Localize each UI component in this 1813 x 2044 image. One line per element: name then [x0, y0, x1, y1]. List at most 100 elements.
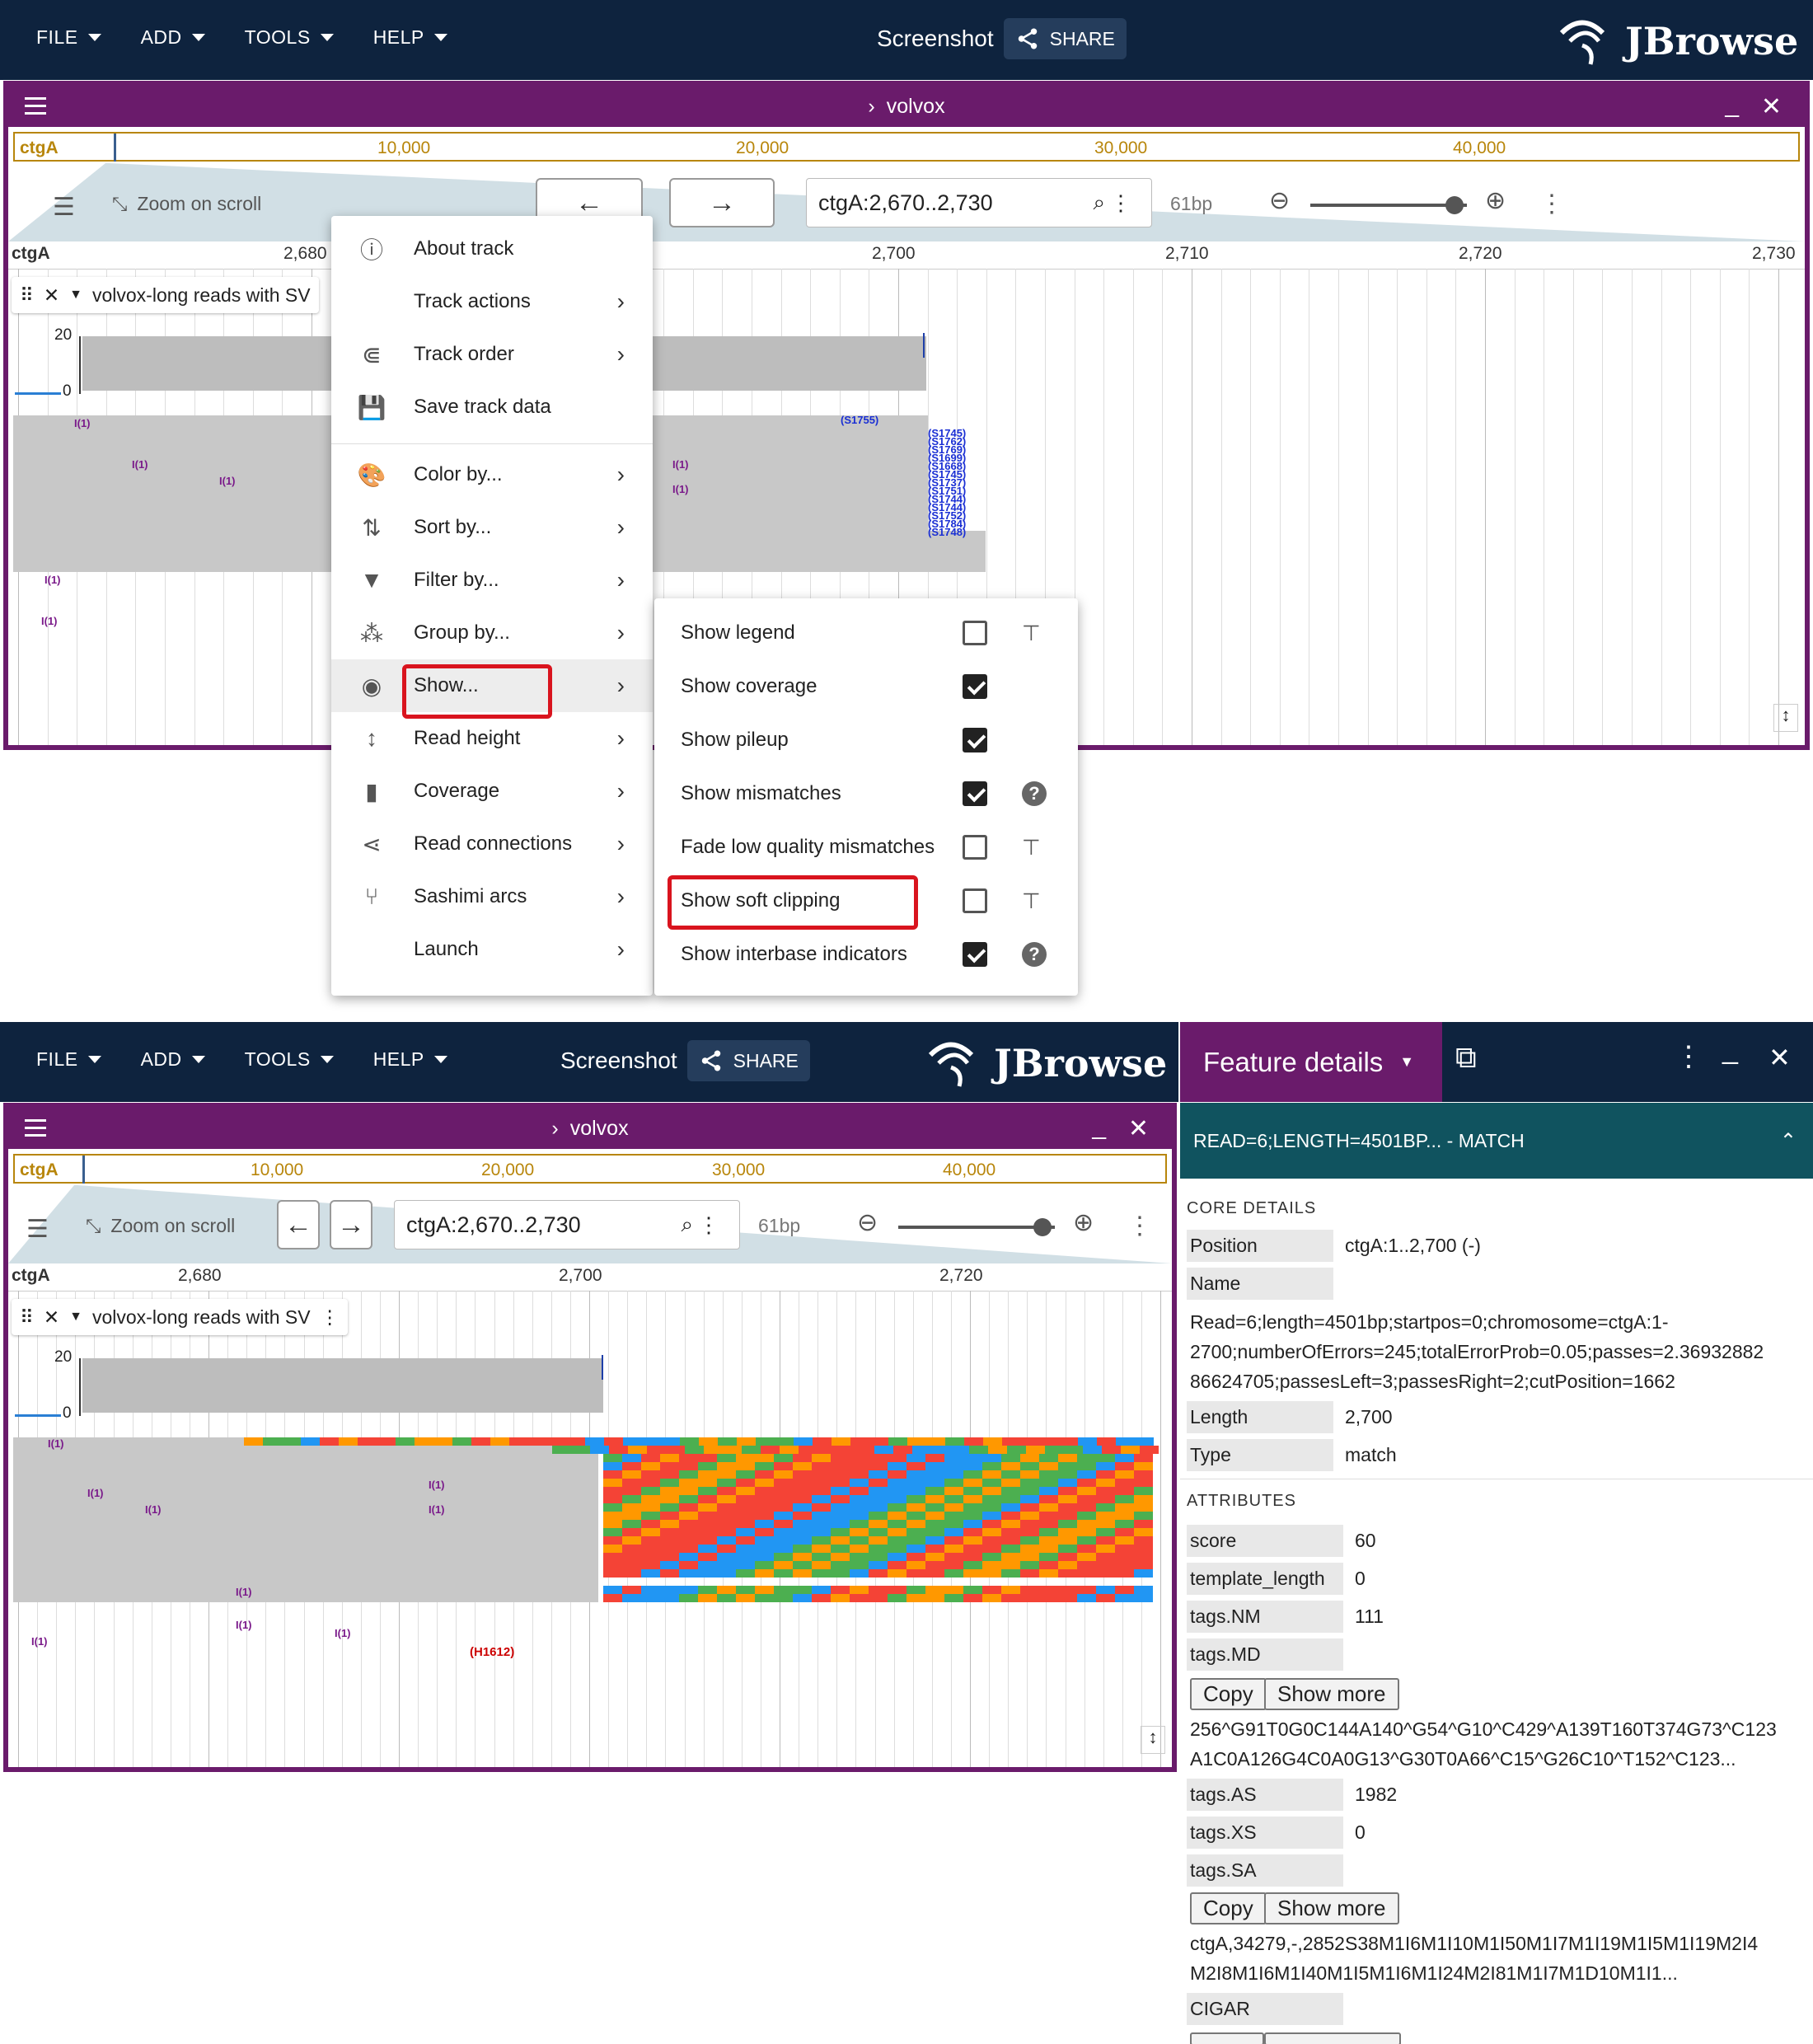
zoom-slider[interactable] — [898, 1218, 1055, 1236]
more-vert-icon[interactable]: ⋮ — [1110, 190, 1131, 215]
read-alignment[interactable] — [13, 1479, 598, 1487]
read-alignment[interactable] — [13, 1454, 598, 1462]
screenshot-button[interactable]: Screenshot — [560, 1048, 677, 1073]
view-menu-icon[interactable] — [25, 1119, 46, 1137]
checkbox[interactable] — [963, 835, 987, 860]
read-alignment[interactable] — [13, 1487, 598, 1495]
tools-menu[interactable]: TOOLS — [245, 26, 334, 49]
show-option-show-pileup[interactable]: Show pileup — [654, 714, 1078, 766]
menu-item-group-by[interactable]: ⁂ Group by... › — [331, 607, 653, 659]
close-icon[interactable]: ✕ — [1127, 1115, 1149, 1142]
read-alignment[interactable] — [13, 1553, 598, 1561]
read-alignment[interactable] — [13, 1520, 598, 1528]
minimize-icon[interactable]: _ — [1092, 1113, 1106, 1140]
checkbox[interactable] — [963, 942, 987, 967]
search-icon[interactable]: ⌕ — [681, 1212, 693, 1236]
show-more-cigar-button[interactable] — [1264, 2032, 1401, 2044]
drag-handle-icon[interactable]: ⠿ — [20, 1306, 34, 1328]
zoom-in-icon[interactable]: ⊕ — [1485, 187, 1506, 214]
screenshot-button[interactable]: Screenshot — [877, 26, 994, 51]
menu-item-read-connections[interactable]: ⋖ Read connections › — [331, 818, 653, 870]
add-menu[interactable]: ADD — [141, 1048, 205, 1071]
checkbox[interactable] — [963, 781, 987, 806]
show-option-fade-low-quality-mismatches[interactable]: Fade low quality mismatches ⊤ — [654, 821, 1078, 874]
show-option-show-mismatches[interactable]: Show mismatches? — [654, 767, 1078, 820]
copy-cigar-button[interactable] — [1190, 2032, 1264, 2044]
overview-ruler[interactable]: ctgA 10,000 20,000 30,000 40,000 — [13, 1154, 1167, 1184]
pan-right-button[interactable]: → — [669, 178, 775, 227]
panel-title-tab[interactable]: Feature details ▼ — [1180, 1022, 1442, 1102]
pin-icon[interactable]: ⊤ — [1022, 888, 1041, 913]
menu-item-sort-by[interactable]: ⇅ Sort by... › — [331, 501, 653, 554]
close-track-icon[interactable]: ✕ — [43, 284, 60, 306]
zoom-on-scroll-toggle[interactable]: ⤡ Zoom on scroll — [112, 193, 262, 214]
collapse-icon[interactable]: ⌃ — [1779, 1129, 1797, 1152]
menu-item-read-height[interactable]: ↕ Read height › — [331, 712, 653, 765]
read-alignment[interactable] — [13, 1578, 598, 1586]
checkbox[interactable] — [963, 674, 987, 699]
help-menu[interactable]: HELP — [373, 1048, 447, 1071]
read-alignment[interactable] — [13, 1528, 598, 1536]
scroll-handle-icon[interactable]: ↕ — [1141, 1726, 1165, 1754]
checkbox[interactable] — [963, 888, 987, 913]
pin-icon[interactable]: ⊤ — [1022, 834, 1041, 860]
view-options-icon[interactable]: ⋮ — [1539, 190, 1564, 218]
menu-item-track-actions[interactable]: Track actions › — [331, 275, 653, 328]
overview-ruler[interactable]: ctgA 10,000 20,000 30,000 40,000 — [13, 132, 1800, 162]
add-menu[interactable]: ADD — [141, 26, 205, 49]
file-menu[interactable]: FILE — [36, 1048, 101, 1071]
menu-item-color-by[interactable]: 🎨 Color by... › — [331, 448, 653, 501]
read-alignment[interactable] — [13, 1594, 598, 1602]
read-alignment[interactable] — [13, 1462, 598, 1470]
zoom-on-scroll-toggle[interactable]: ⤡ Zoom on scroll — [86, 1215, 236, 1236]
menu-item-about-track[interactable]: ⓘ About track — [331, 223, 653, 275]
scroll-handle-icon[interactable]: ↕ — [1773, 704, 1798, 732]
zoom-in-icon[interactable]: ⊕ — [1073, 1209, 1094, 1236]
show-option-show-legend[interactable]: Show legend ⊤ — [654, 607, 1078, 659]
zoom-out-icon[interactable]: ⊖ — [1269, 187, 1291, 214]
read-alignment[interactable] — [13, 1561, 598, 1569]
read-alignment[interactable] — [13, 1446, 598, 1454]
pin-icon[interactable]: ⊤ — [1022, 620, 1041, 645]
track-selector-icon[interactable]: ☰ — [26, 1216, 49, 1243]
copy-sa-button[interactable]: Copy — [1190, 1892, 1267, 1924]
checkbox[interactable] — [963, 621, 987, 645]
read-alignment[interactable] — [13, 1470, 598, 1479]
show-option-show-soft-clipping[interactable]: Show soft clipping ⊤ — [654, 874, 1078, 927]
read-alignment[interactable] — [13, 1536, 598, 1545]
copy-md-button[interactable]: Copy — [1190, 1678, 1267, 1710]
minimize-icon[interactable]: _ — [1722, 1034, 1738, 1065]
menu-item-save-track-data[interactable]: 💾 Save track data — [331, 381, 653, 434]
read-alignment[interactable] — [13, 1586, 598, 1594]
location-search-input[interactable]: ctgA:2,670..2,730 ⌕ ⋮ — [394, 1200, 740, 1249]
share-button[interactable]: SHARE — [686, 1040, 810, 1081]
section-header[interactable]: READ=6;LENGTH=4501BP... - MATCH ⌃ — [1180, 1103, 1813, 1179]
track-selector-icon[interactable]: ☰ — [53, 194, 75, 221]
help-icon[interactable]: ? — [1022, 942, 1047, 967]
more-vert-icon[interactable]: ⋮ — [698, 1212, 719, 1237]
search-icon[interactable]: ⌕ — [1093, 190, 1105, 214]
open-external-icon[interactable]: ⧉ — [1455, 1040, 1477, 1074]
file-menu[interactable]: FILE — [36, 26, 101, 49]
pan-left-button[interactable]: ← — [277, 1200, 320, 1249]
track-options-icon[interactable]: ⋮ — [320, 1306, 340, 1328]
read-alignment[interactable] — [13, 1545, 598, 1553]
share-button[interactable]: SHARE — [1003, 18, 1127, 59]
track-menu-caret-icon[interactable]: ▼ — [69, 1310, 82, 1324]
pan-right-button[interactable]: → — [330, 1200, 372, 1249]
view-options-icon[interactable]: ⋮ — [1127, 1212, 1152, 1240]
more-vert-icon[interactable]: ⋮ — [1675, 1041, 1703, 1072]
view-menu-icon[interactable] — [25, 97, 46, 115]
help-menu[interactable]: HELP — [373, 26, 447, 49]
tools-menu[interactable]: TOOLS — [245, 1048, 334, 1071]
close-icon[interactable]: ✕ — [1760, 93, 1782, 120]
menu-item-track-order[interactable]: ⋐ Track order › — [331, 328, 653, 381]
track-menu-caret-icon[interactable]: ▼ — [69, 288, 82, 302]
zoom-slider[interactable] — [1310, 196, 1467, 214]
close-track-icon[interactable]: ✕ — [43, 1306, 60, 1328]
help-icon[interactable]: ? — [1022, 781, 1047, 806]
location-search-input[interactable]: ctgA:2,670..2,730 ⌕ ⋮ — [806, 178, 1152, 227]
read-alignment[interactable] — [13, 1512, 598, 1520]
read-alignment[interactable] — [13, 1503, 598, 1512]
minimize-icon[interactable]: _ — [1725, 91, 1739, 118]
